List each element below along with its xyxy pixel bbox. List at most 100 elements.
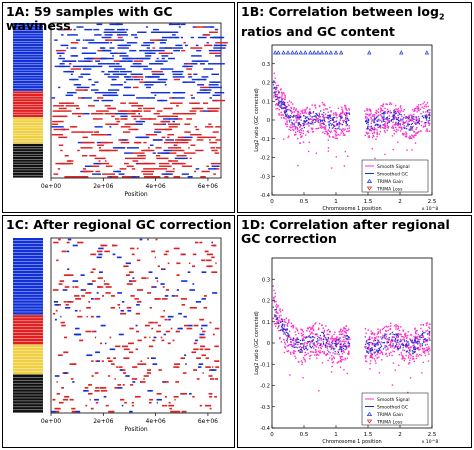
signal-point: [428, 338, 431, 340]
gc-point: [278, 101, 280, 104]
signal-point: [399, 105, 402, 107]
signal-point: [310, 340, 313, 342]
signal-point: [400, 338, 402, 341]
signal-point: [364, 346, 366, 348]
signal-point: [385, 117, 388, 120]
signal-point: [428, 337, 430, 339]
segment: [215, 147, 222, 149]
segment: [71, 410, 76, 413]
segment: [136, 259, 141, 262]
segment: [152, 73, 165, 76]
signal-point: [340, 343, 342, 345]
signal-point: [301, 338, 303, 341]
y-tick-label: 0.2: [262, 299, 270, 305]
segment: [148, 401, 152, 404]
signal-point: [402, 110, 404, 112]
gc-point: [293, 114, 295, 116]
segment: [184, 324, 189, 327]
sample-label: [13, 133, 43, 136]
signal-point: [385, 352, 387, 355]
gc-point: [397, 348, 399, 350]
signal-point: [397, 349, 399, 351]
signal-point: [364, 115, 367, 118]
signal-point: [369, 114, 371, 116]
signal-point: [405, 131, 407, 133]
gc-point: [382, 342, 384, 344]
sample-label: [13, 255, 43, 259]
signal-point: [428, 112, 431, 114]
gc-point: [274, 94, 277, 96]
segment: [131, 404, 134, 407]
segment: [108, 107, 116, 110]
gc-point: [416, 341, 419, 343]
segment: [214, 136, 217, 139]
signal-point: [397, 129, 399, 131]
gc-point: [348, 342, 350, 344]
signal-point: [277, 104, 279, 107]
signal-point: [364, 328, 367, 330]
signal-point: [327, 111, 329, 113]
gc-point: [412, 118, 414, 120]
segment: [115, 345, 121, 348]
signal-point: [285, 334, 288, 337]
segment: [108, 375, 111, 377]
signal-point: [323, 331, 326, 333]
gc-point: [406, 350, 409, 352]
signal-point: [299, 345, 302, 348]
signal-point: [402, 118, 404, 120]
signal-point: [332, 136, 334, 138]
segment: [120, 309, 125, 312]
signal-point: [387, 125, 390, 128]
segment: [84, 52, 97, 54]
segment: [154, 94, 157, 97]
segment: [141, 44, 150, 47]
gc-point: [281, 323, 284, 325]
gc-point: [367, 126, 369, 128]
signal-point: [397, 328, 399, 330]
segment: [151, 250, 156, 253]
gc-point: [290, 119, 292, 121]
signal-point: [386, 103, 388, 106]
gc-point: [317, 115, 320, 117]
segment: [196, 60, 203, 62]
gc-point: [338, 125, 340, 127]
signal-point: [319, 124, 321, 126]
gc-point: [366, 351, 368, 354]
signal-point: [413, 341, 416, 343]
signal-point: [296, 119, 298, 122]
gc-point: [378, 118, 380, 120]
gc-point: [275, 315, 277, 317]
signal-point: [288, 319, 290, 321]
segment: [181, 392, 188, 395]
segment: [158, 52, 171, 54]
gc-point: [328, 116, 330, 118]
signal-point: [339, 340, 342, 342]
signal-point: [391, 126, 393, 129]
segment: [155, 155, 161, 157]
signal-point: [397, 345, 400, 347]
signal-point: [346, 119, 348, 121]
signal-point: [416, 111, 418, 113]
gc-point: [428, 116, 431, 118]
signal-point: [335, 123, 338, 125]
signal-point: [308, 141, 311, 144]
gc-point: [328, 351, 330, 353]
signal-point: [390, 325, 392, 327]
signal-point: [293, 111, 296, 113]
segment: [55, 49, 66, 52]
gc-point: [373, 120, 375, 122]
signal-point: [320, 125, 323, 127]
gc-point: [272, 84, 275, 86]
signal-point: [331, 339, 334, 342]
signal-point: [329, 131, 332, 134]
segment: [56, 410, 60, 413]
signal-point: [335, 135, 337, 137]
segment: [170, 52, 173, 54]
segment: [164, 84, 167, 86]
signal-point: [416, 353, 418, 356]
panel-1d-plot: 0.30.20.10-0.1-0.2-0.3-0.40 0.5 1 1.5 2 2.5Ch…: [254, 257, 438, 445]
signal-point: [321, 324, 323, 327]
segment: [190, 47, 203, 49]
gc-point: [403, 125, 405, 127]
signal-point: [335, 113, 338, 116]
